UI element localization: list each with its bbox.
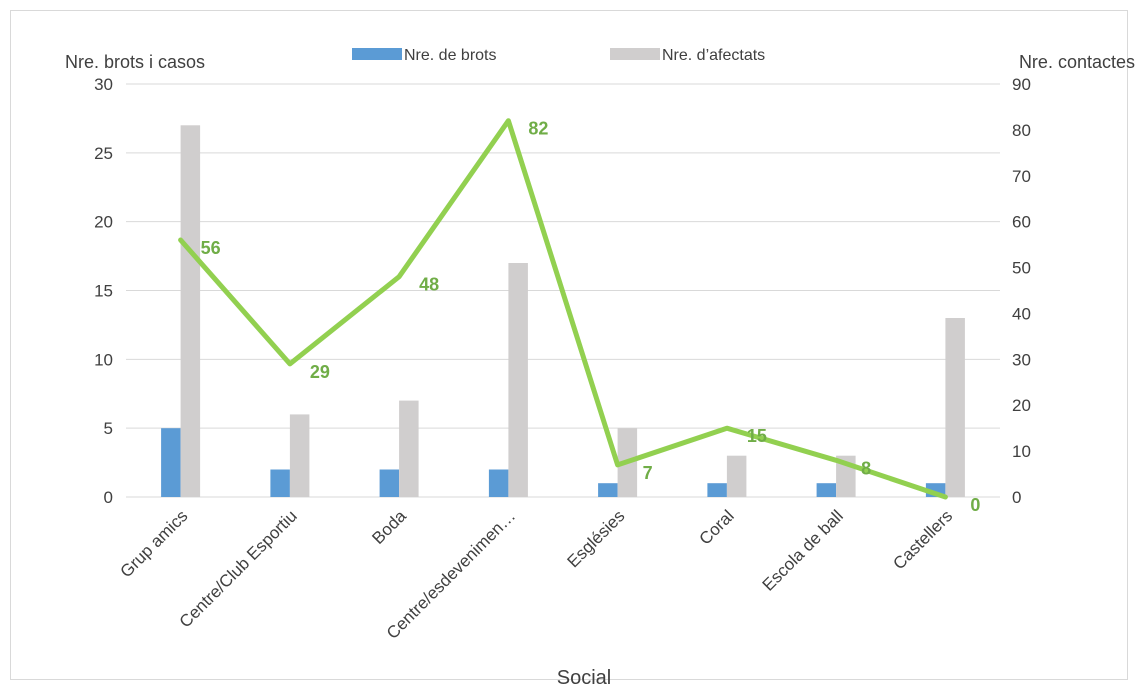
- bar-afectats: [508, 263, 528, 497]
- legend-swatch-brots: [352, 48, 402, 60]
- bar-brots: [816, 483, 837, 497]
- y-left-tick-label: 30: [94, 75, 113, 94]
- legend-label-afectats: Nre. d’afectats: [662, 47, 765, 64]
- y-right-tick-label: 50: [1012, 259, 1031, 278]
- contactes-line: [178, 118, 948, 500]
- x-category-label: Centre/esdevenimen…: [383, 506, 519, 642]
- x-category-label: Grup amics: [117, 506, 192, 581]
- y-left-tick-label: 15: [94, 282, 113, 301]
- y-left-axis-title: Nre. brots i casos: [65, 52, 205, 72]
- data-label: 15: [747, 426, 767, 446]
- y-right-tick-label: 90: [1012, 75, 1031, 94]
- bar-brots: [161, 428, 181, 497]
- bar-brots: [270, 469, 290, 497]
- bar-brots: [707, 483, 727, 497]
- y-left-tick-label: 0: [104, 488, 113, 507]
- bar-afectats: [726, 455, 747, 497]
- y-left-tick-label: 20: [94, 213, 113, 232]
- legend-label-brots: Nre. de brots: [404, 47, 496, 64]
- bar-afectats: [289, 414, 310, 497]
- x-axis-title: Social: [557, 667, 611, 687]
- x-category-label: Boda: [368, 506, 410, 548]
- x-category-label: Esglésies: [564, 506, 629, 571]
- x-category-label: Coral: [696, 506, 738, 548]
- y-right-tick-label: 20: [1012, 396, 1031, 415]
- left-axis-ticks: 0 5 10 15 20 25 30: [94, 75, 113, 507]
- right-axis-ticks: 0 10 20 30 40 50 60 70 80 90: [1012, 75, 1031, 507]
- data-label: 7: [643, 463, 653, 483]
- y-left-tick-label: 5: [104, 419, 113, 438]
- y-left-tick-label: 10: [94, 350, 113, 369]
- data-label: 48: [419, 275, 439, 295]
- bar-brots: [488, 469, 509, 497]
- x-category-label: Castellers: [889, 506, 956, 573]
- y-right-tick-label: 30: [1012, 350, 1031, 369]
- data-label: 82: [528, 119, 548, 139]
- y-right-tick-label: 60: [1012, 213, 1031, 232]
- legend-swatch-afectats: [610, 48, 660, 60]
- y-right-axis-title: Nre. contactes: [1019, 52, 1135, 72]
- bar-afectats: [945, 318, 965, 497]
- bar-afectats: [180, 125, 201, 498]
- y-right-tick-label: 80: [1012, 121, 1031, 140]
- legend: Nre. de brots Nre. d’afectats: [352, 47, 765, 64]
- data-label: 8: [861, 458, 871, 478]
- bars: [161, 125, 965, 498]
- data-label: 56: [201, 238, 221, 258]
- y-right-tick-label: 70: [1012, 167, 1031, 186]
- bar-brots: [379, 469, 400, 497]
- y-left-tick-label: 25: [94, 144, 113, 163]
- y-right-tick-label: 40: [1012, 304, 1031, 323]
- bar-afectats: [399, 400, 419, 497]
- data-label: 29: [310, 362, 330, 382]
- x-category-label: Centre/Club Esportiu: [176, 506, 301, 631]
- x-category-label: Escola de ball: [759, 506, 847, 594]
- bar-brots: [598, 483, 618, 497]
- y-right-tick-label: 0: [1012, 488, 1021, 507]
- chart-frame: [10, 10, 1128, 680]
- line-series: 56 29 48 82 7 15 8 0: [178, 118, 980, 515]
- data-label: 0: [970, 495, 980, 515]
- y-right-tick-label: 10: [1012, 442, 1031, 461]
